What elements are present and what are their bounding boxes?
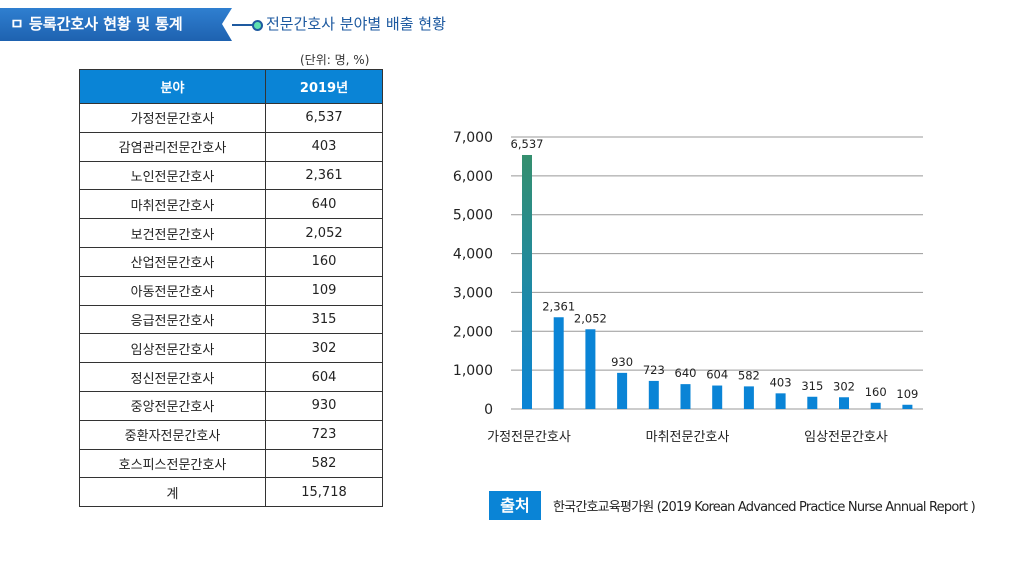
bar	[617, 372, 628, 409]
column-header-2019: 2019년	[265, 69, 383, 104]
chart-subtitle: 전문간호사 분야별 배출 현황	[266, 15, 446, 33]
table-row: 노인전문간호사 2,361	[79, 160, 383, 191]
data-label: 6,537	[511, 137, 544, 151]
cell-value: 723	[265, 419, 383, 450]
bar	[839, 397, 849, 409]
bar	[870, 402, 881, 409]
unit-label: (단위: 명, %)	[300, 53, 370, 67]
data-label: 604	[706, 368, 728, 382]
table-row: 아동전문간호사 109	[79, 275, 383, 306]
cell-field: 정신전문간호사	[79, 362, 266, 392]
x-tick-label: 마취전문간호사	[646, 430, 730, 445]
bar	[712, 385, 723, 409]
source-text: 한국간호교육평가원 (2019 Korean Advanced Practice…	[553, 500, 976, 515]
data-label: 723	[643, 363, 665, 377]
data-label: 930	[611, 355, 633, 369]
data-table: 분야 2019년 가정전문간호사 6,537 감염관리전문간호사 403 노인전문간호사…	[79, 69, 383, 508]
y-tick-label: 1,000	[453, 363, 493, 379]
table-row: 계 15,718	[79, 477, 383, 508]
bar	[522, 154, 532, 409]
x-tick-label: 임상전문간호사	[804, 430, 888, 445]
section-title: ㅁ 등록간호사 현황 및 통계	[10, 15, 183, 33]
data-label: 2,052	[574, 311, 607, 325]
cell-value: 109	[265, 275, 383, 306]
y-tick-label: 2,000	[453, 324, 493, 340]
y-tick-label: 5,000	[453, 208, 493, 224]
bar	[775, 393, 786, 409]
cell-value: 582	[265, 448, 383, 479]
table-row: 호스피스전문간호사 582	[79, 448, 383, 479]
cell-value: 2,361	[265, 160, 383, 191]
cell-field: 응급전문간호사	[79, 304, 266, 335]
bar	[743, 386, 754, 409]
data-label: 582	[738, 368, 760, 382]
source-badge: 출처	[489, 491, 541, 520]
table-row: 응급전문간호사 315	[79, 304, 383, 335]
cell-value: 315	[265, 304, 383, 335]
data-label: 640	[675, 366, 697, 380]
cell-value: 15,718	[265, 477, 383, 508]
table-row: 정신전문간호사 604	[79, 362, 383, 392]
cell-value: 6,537	[265, 103, 383, 133]
bar	[807, 396, 818, 409]
y-tick-label: 0	[484, 402, 493, 418]
y-tick-label: 7,000	[453, 130, 493, 146]
y-tick-label: 4,000	[453, 247, 493, 263]
data-label: 109	[896, 387, 918, 401]
cell-value: 604	[265, 362, 383, 392]
data-label: 403	[770, 375, 792, 389]
cell-value: 930	[265, 390, 383, 421]
y-tick-label: 6,000	[453, 169, 493, 185]
bar	[585, 329, 596, 409]
cell-field: 중환자전문간호사	[79, 419, 266, 450]
cell-value: 302	[265, 333, 383, 364]
data-label: 2,361	[542, 299, 575, 313]
x-tick-label: 가정전문간호사	[487, 430, 571, 445]
cell-field: 아동전문간호사	[79, 275, 266, 306]
cell-value: 640	[265, 189, 383, 220]
cell-field: 임상전문간호사	[79, 333, 266, 364]
table-row: 중앙전문간호사 930	[79, 390, 383, 421]
bar	[902, 404, 913, 409]
data-label: 315	[801, 379, 823, 393]
cell-field: 계	[79, 477, 266, 508]
bullet-dot-icon	[252, 20, 263, 31]
column-header-field: 분야	[79, 69, 266, 104]
connector-line	[232, 24, 254, 26]
y-tick-label: 3,000	[453, 285, 493, 301]
data-label: 302	[833, 379, 855, 393]
bar	[680, 384, 691, 409]
cell-field: 노인전문간호사	[79, 160, 266, 191]
table-row: 임상전문간호사 302	[79, 333, 383, 364]
section-title-banner: ㅁ 등록간호사 현황 및 통계	[0, 8, 232, 41]
bar	[648, 380, 659, 409]
table-row: 중환자전문간호사 723	[79, 419, 383, 450]
bar	[553, 317, 564, 409]
data-label: 160	[865, 385, 887, 399]
